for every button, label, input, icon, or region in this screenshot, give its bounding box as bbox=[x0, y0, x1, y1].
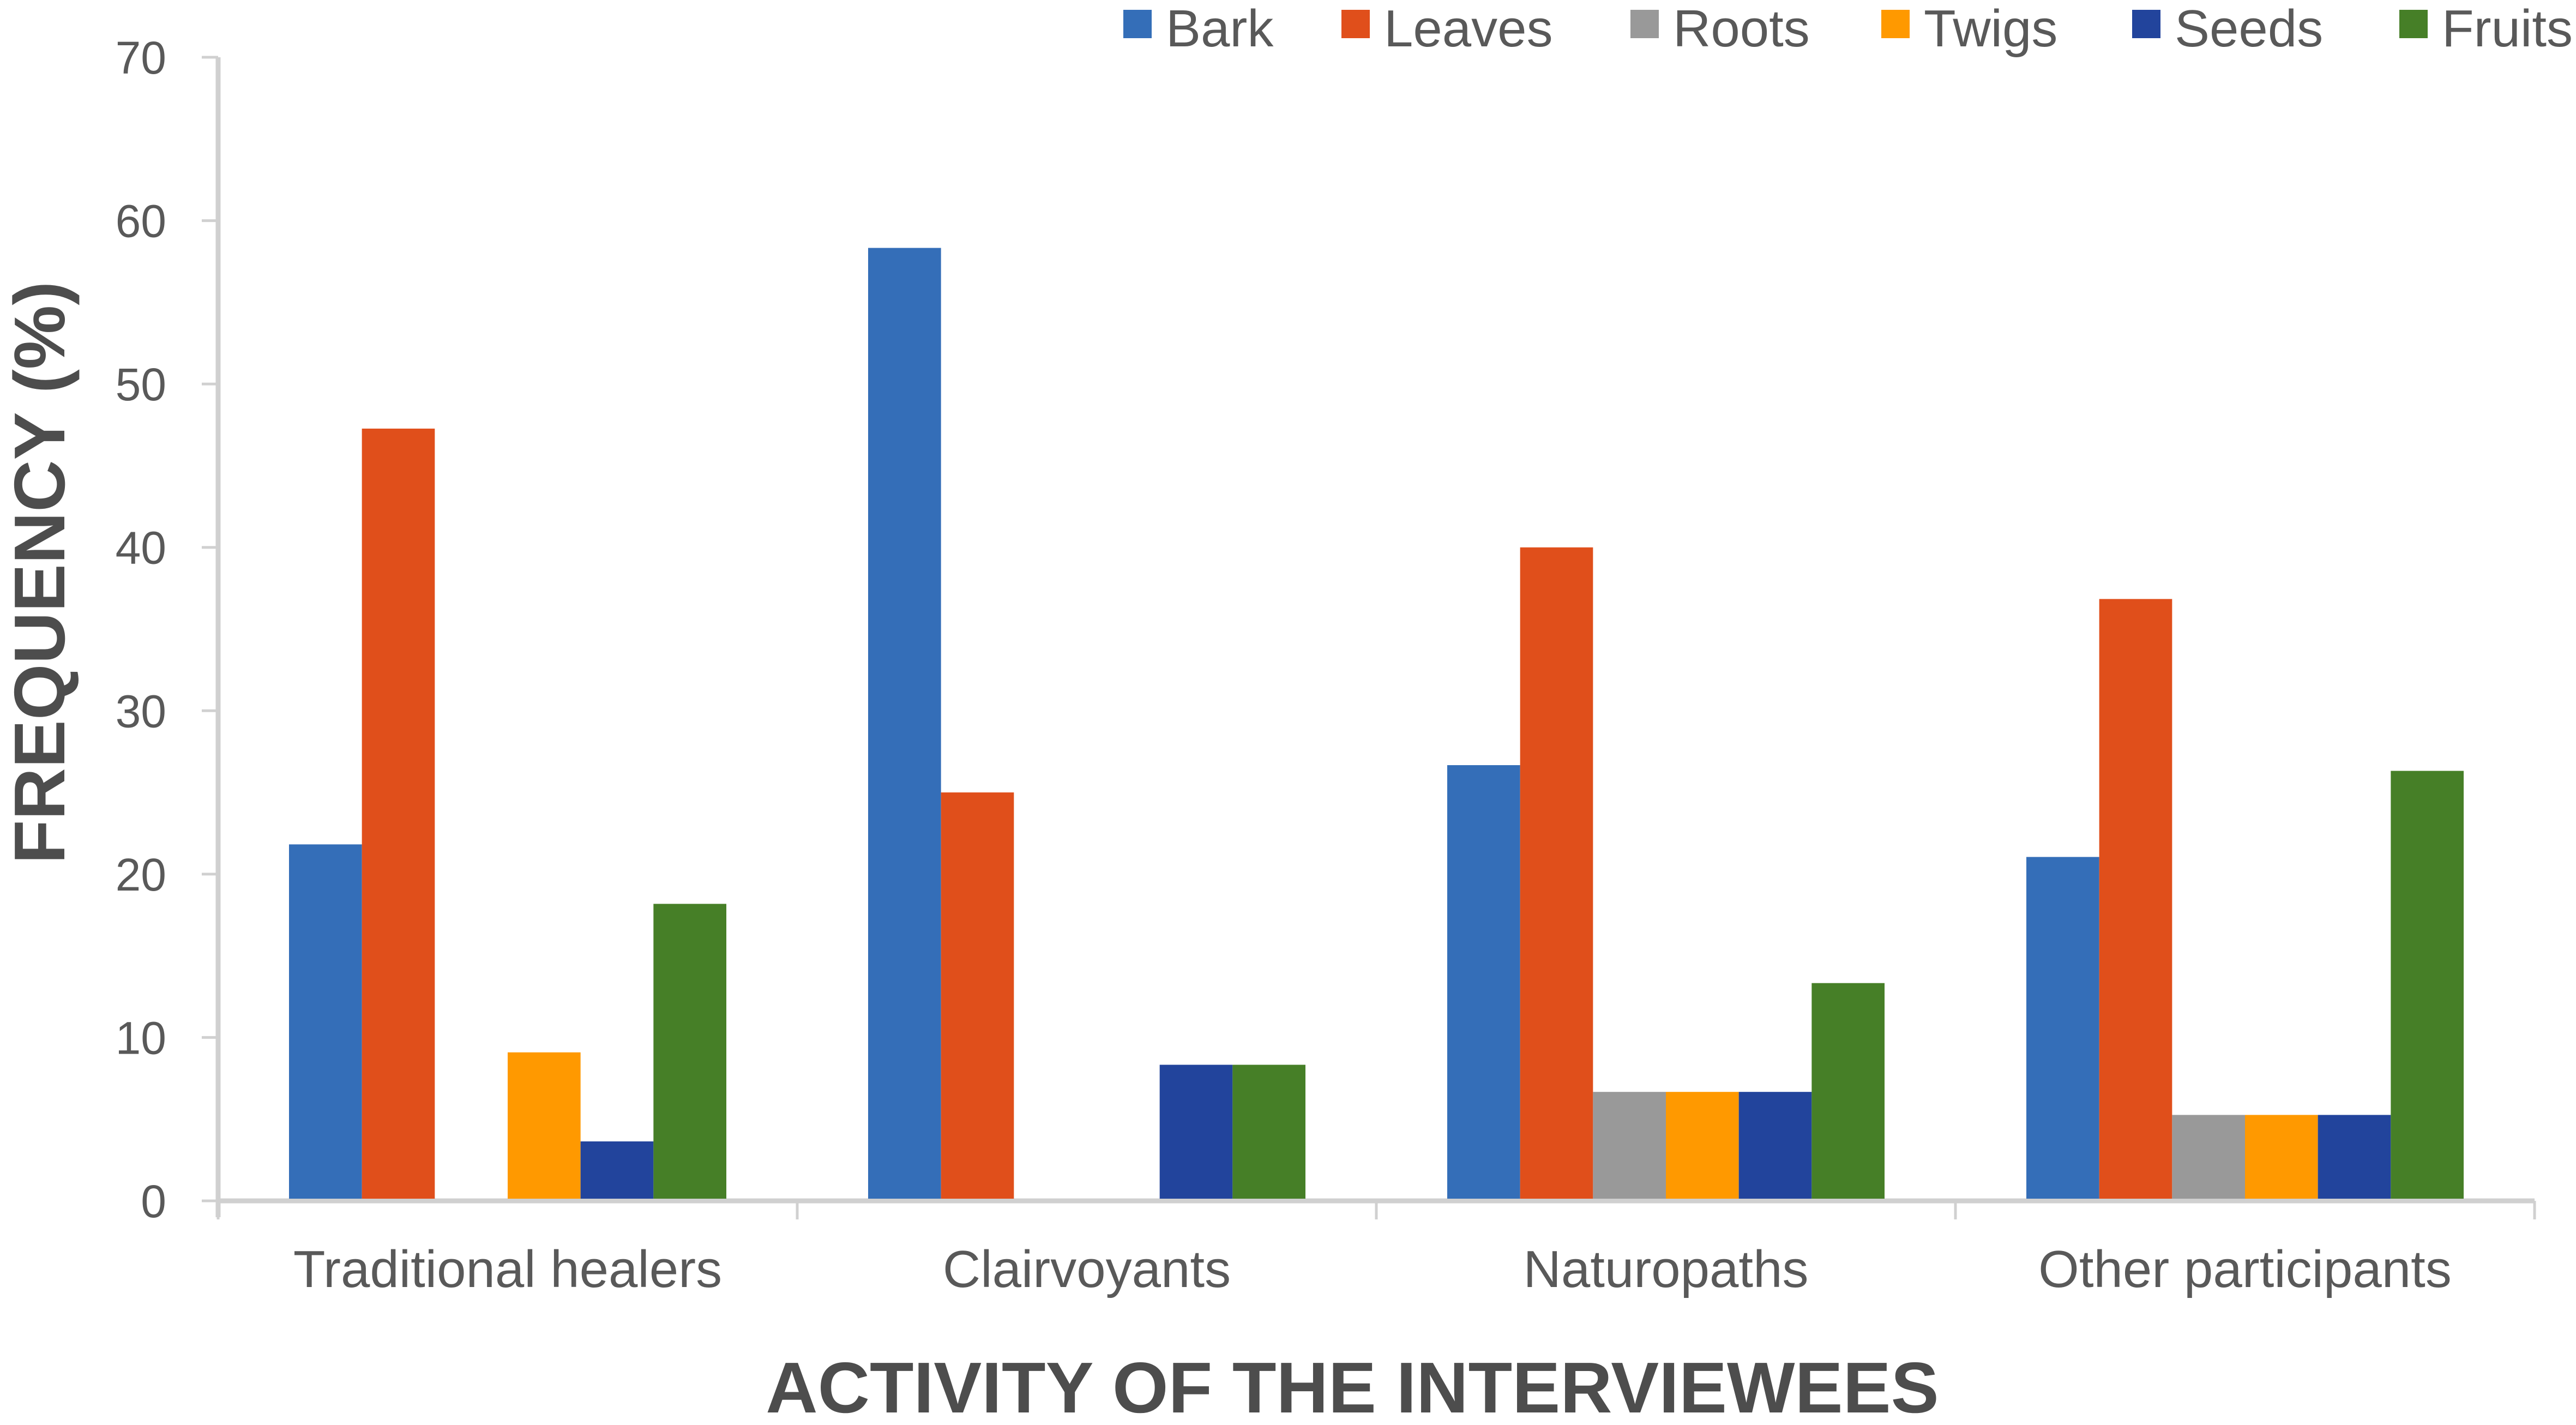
bar-twigs bbox=[1666, 1092, 1739, 1199]
legend-swatch-seeds bbox=[2132, 10, 2160, 38]
x-category-label: Clairvoyants bbox=[943, 1240, 1231, 1298]
y-tick-label: 40 bbox=[116, 522, 166, 574]
bar-roots bbox=[1593, 1092, 1666, 1199]
x-category-label: Traditional healers bbox=[293, 1240, 722, 1298]
x-category-label: Naturopaths bbox=[1524, 1240, 1809, 1298]
bar-leaves bbox=[1520, 547, 1593, 1199]
bar-seeds bbox=[1159, 1065, 1233, 1199]
y-axis: 0 10 20 30 40 50 60 70 bbox=[116, 32, 221, 1227]
bar-fruits bbox=[1232, 1065, 1305, 1199]
bars bbox=[289, 248, 2464, 1199]
bar-bark bbox=[1447, 765, 1520, 1199]
bar-leaves bbox=[362, 428, 435, 1199]
bar-bark bbox=[2026, 857, 2099, 1199]
legend-label-roots: Roots bbox=[1673, 0, 1810, 58]
bar-twigs bbox=[2245, 1115, 2318, 1199]
bar-fruits bbox=[653, 904, 726, 1199]
bar-bark bbox=[289, 844, 362, 1199]
bar-seeds bbox=[1738, 1092, 1812, 1199]
bar-leaves bbox=[2099, 599, 2172, 1199]
legend-swatch-fruits bbox=[2399, 10, 2428, 38]
bar-roots bbox=[2172, 1115, 2245, 1199]
legend-swatch-leaves bbox=[1341, 10, 1370, 38]
legend-swatch-roots bbox=[1630, 10, 1659, 38]
bar-fruits bbox=[2391, 771, 2464, 1199]
legend-label-fruits: Fruits bbox=[2442, 0, 2573, 58]
legend-label-twigs: Twigs bbox=[1924, 0, 2057, 58]
y-tick-label: 30 bbox=[116, 686, 166, 737]
y-tick-label: 0 bbox=[141, 1176, 166, 1227]
y-tick-label: 10 bbox=[116, 1012, 166, 1063]
x-axis: Traditional healers Clairvoyants Naturopat… bbox=[216, 1198, 2536, 1298]
bar-seeds bbox=[580, 1141, 654, 1199]
legend: Bark Leaves Roots Twigs Seeds Fruits bbox=[1123, 0, 2573, 58]
y-tick-label: 70 bbox=[116, 32, 166, 83]
y-tick-label: 60 bbox=[116, 196, 166, 247]
legend-swatch-twigs bbox=[1881, 10, 1910, 38]
y-axis-title: FREQUENCY (%) bbox=[0, 281, 80, 864]
x-axis-title: ACTIVITY OF THE INTERVIEWEES bbox=[766, 1348, 1939, 1425]
y-tick-label: 50 bbox=[116, 359, 166, 410]
bar-seeds bbox=[2318, 1115, 2391, 1199]
legend-label-leaves: Leaves bbox=[1384, 0, 1553, 58]
y-tick-label: 20 bbox=[116, 849, 166, 900]
x-category-label: Other participants bbox=[2038, 1240, 2452, 1298]
legend-label-bark: Bark bbox=[1166, 0, 1274, 58]
bar-bark bbox=[868, 248, 941, 1199]
bar-fruits bbox=[1811, 983, 1885, 1199]
bar-leaves bbox=[941, 792, 1014, 1199]
legend-swatch-bark bbox=[1123, 10, 1152, 38]
bar-twigs bbox=[508, 1052, 581, 1199]
legend-label-seeds: Seeds bbox=[2175, 0, 2323, 58]
